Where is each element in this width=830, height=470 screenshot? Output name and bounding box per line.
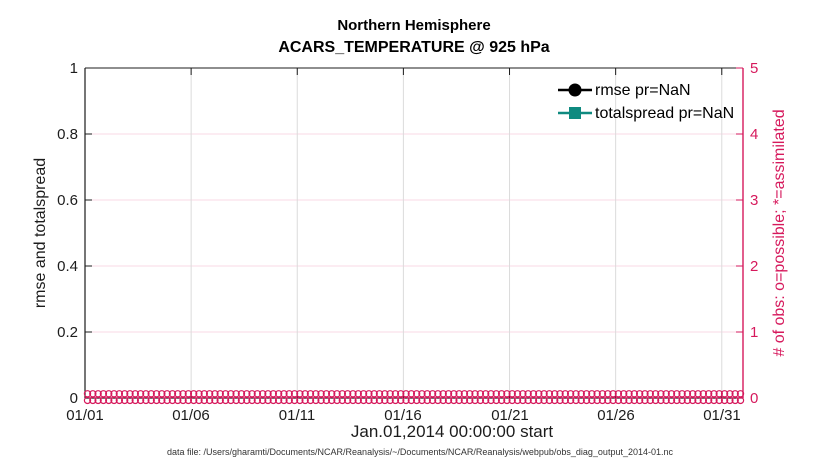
xtick-label: 01/21 xyxy=(491,407,529,424)
ytick-right: 0 xyxy=(750,390,758,407)
xtick-label: 01/26 xyxy=(597,407,635,424)
vertical-gridlines xyxy=(190,68,723,398)
y-axis-label-left: rmse and totalspread xyxy=(32,158,49,308)
ytick-right: 1 xyxy=(750,324,758,341)
ytick-left: 1 xyxy=(70,60,78,77)
legend: rmse pr=NaN totalspread pr=NaN xyxy=(558,82,734,122)
legend-item-rmse: rmse pr=NaN xyxy=(558,82,691,99)
obs-zero-markers xyxy=(83,390,745,405)
data-file-caption: data file: /Users/gharamti/Documents/NCA… xyxy=(167,447,674,457)
ytick-right: 5 xyxy=(750,60,758,77)
xtick-label: 01/11 xyxy=(279,407,315,424)
ytick-right: 2 xyxy=(750,258,758,275)
ytick-right: 4 xyxy=(750,126,758,143)
xtick-label: 01/31 xyxy=(703,407,741,424)
ytick-left: 0.2 xyxy=(57,324,78,341)
totalspread-square-marker-icon xyxy=(569,107,581,119)
plot-subtitle: ACARS_TEMPERATURE @ 925 hPa xyxy=(278,39,549,56)
ytick-left: 0.8 xyxy=(57,126,78,143)
rmse-circle-marker-icon xyxy=(568,83,582,97)
x-axis-label: Jan.01,2014 00:00:00 start xyxy=(351,422,554,441)
legend-label-rmse: rmse pr=NaN xyxy=(595,82,691,99)
plot-title: Northern Hemisphere xyxy=(337,17,490,34)
ytick-right: 3 xyxy=(750,192,758,209)
xtick-label: 01/06 xyxy=(172,407,210,424)
xtick-label: 01/16 xyxy=(384,407,422,424)
legend-label-totalspread: totalspread pr=NaN xyxy=(595,105,734,122)
ytick-left: 0.6 xyxy=(57,192,78,209)
xtick-label: 01/01 xyxy=(66,407,104,424)
ytick-left: 0 xyxy=(70,390,78,407)
ytick-left: 0.4 xyxy=(57,258,78,275)
horizontal-gridlines xyxy=(85,133,743,333)
legend-item-totalspread: totalspread pr=NaN xyxy=(558,105,734,122)
y-axis-label-right: # of obs: o=possible; *=assimilated xyxy=(771,109,788,356)
